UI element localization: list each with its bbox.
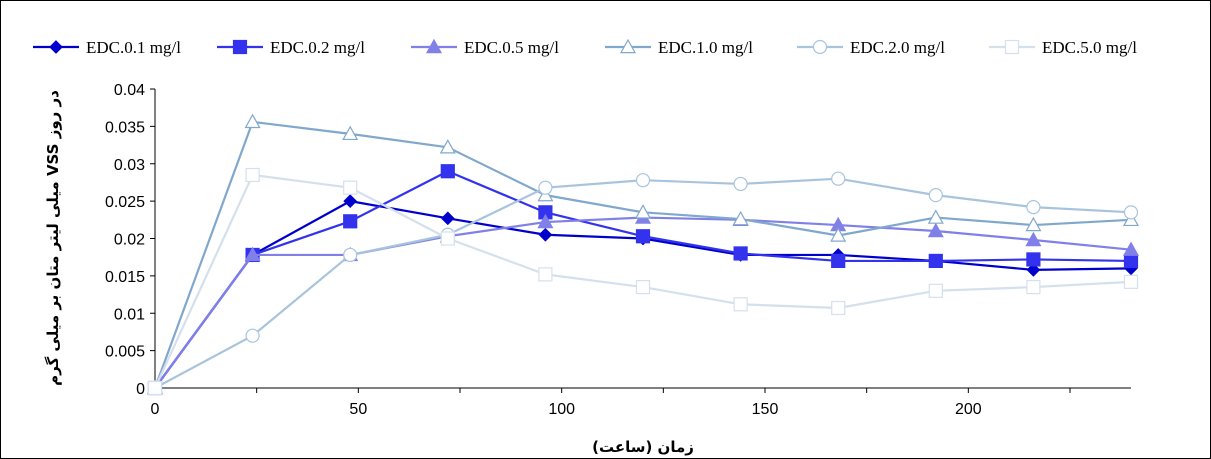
- data-point: [1026, 263, 1041, 277]
- data-point: [928, 188, 943, 203]
- data-point: [1025, 216, 1042, 232]
- legend-swatch-marker: [1004, 39, 1020, 55]
- legend-entry-1: EDC.0.1 mg/l: [33, 38, 181, 57]
- legend-label: EDC.0.2 mg/l: [270, 38, 365, 57]
- y-tick-label: 0.025: [105, 194, 145, 211]
- legend-entry-6: EDC.5.0 mg/l: [989, 38, 1137, 57]
- data-point: [343, 247, 358, 263]
- x-tick-label: 50: [349, 401, 367, 418]
- y-axis-label: میلی لیتر متان بر میلی گرم VSS در روز: [44, 90, 62, 386]
- data-point: [439, 139, 456, 154]
- legend-label: EDC.2.0 mg/l: [850, 38, 945, 57]
- legend-label: EDC.1.0 mg/l: [658, 38, 753, 57]
- data-point: [830, 227, 847, 242]
- data-point: [245, 167, 260, 183]
- legend: EDC.0.1 mg/l EDC.0.2 mg/l EDC.0.5 mg/l EDC.…: [33, 38, 1137, 57]
- data-point: [733, 246, 748, 261]
- data-point: [343, 214, 358, 229]
- y-tick-label: 0.02: [114, 232, 145, 249]
- data-point: [733, 176, 748, 192]
- legend-swatch-marker: [232, 39, 248, 55]
- data-point: [831, 253, 846, 269]
- data-point: [538, 267, 553, 282]
- data-point: [538, 180, 553, 195]
- data-point: [635, 173, 651, 188]
- legend-swatch-marker: [619, 38, 637, 54]
- data-point: [928, 253, 943, 269]
- data-point: [538, 227, 553, 242]
- legend-label: EDC.5.0 mg/l: [1042, 38, 1137, 57]
- x-tick-label: 0: [151, 401, 160, 418]
- data-point: [147, 380, 163, 396]
- data-point: [831, 300, 846, 316]
- data-point: [1025, 231, 1042, 247]
- y-tick-label: 0.04: [114, 82, 145, 99]
- data-point: [244, 113, 261, 129]
- x-tick-label: 100: [548, 401, 575, 418]
- data-point: [440, 231, 455, 246]
- series-4: [146, 113, 1140, 395]
- data-point: [537, 213, 554, 229]
- data-point: [634, 204, 652, 219]
- data-point: [928, 283, 943, 298]
- data-point: [635, 279, 651, 295]
- data-point: [244, 246, 261, 262]
- data-point: [1026, 200, 1041, 215]
- data-point: [440, 211, 455, 226]
- data-point: [1026, 252, 1041, 267]
- data-point: [1026, 279, 1041, 295]
- series-group: [146, 113, 1140, 396]
- axes: 0 0.005 0.01 0.015 0.02 0.025 0.03 0.035 0.04 0 50…: [105, 82, 1131, 418]
- y-tick-label: 0.035: [105, 119, 145, 136]
- data-point: [733, 297, 748, 312]
- legend-entry-3: EDC.0.5 mg/l: [411, 38, 559, 57]
- data-point: [927, 222, 944, 238]
- data-point: [635, 229, 651, 244]
- data-point: [1122, 241, 1140, 256]
- legend-entry-5: EDC.2.0 mg/l: [797, 38, 945, 57]
- series-6: [147, 167, 1139, 396]
- y-tick-label: 0.005: [105, 344, 145, 361]
- x-tick-label: 200: [955, 401, 982, 418]
- x-axis-label: زمان (ساعت): [592, 438, 694, 456]
- data-point: [1123, 274, 1139, 289]
- data-point: [342, 125, 359, 141]
- data-point: [343, 180, 358, 195]
- data-point: [1123, 253, 1139, 269]
- data-point: [440, 164, 455, 179]
- x-tick-label: 150: [752, 401, 779, 418]
- legend-label: EDC.0.5 mg/l: [464, 38, 559, 57]
- data-point: [245, 328, 260, 343]
- data-point: [343, 194, 358, 208]
- data-point: [1123, 205, 1139, 220]
- data-point: [927, 209, 944, 224]
- legend-swatch-marker: [812, 39, 828, 55]
- data-point: [732, 210, 749, 226]
- legend-entry-2: EDC.0.2 mg/l: [217, 38, 365, 57]
- legend-label: EDC.0.1 mg/l: [86, 38, 181, 57]
- legend-swatch-marker: [425, 38, 443, 54]
- y-tick-label: 0.01: [114, 306, 145, 323]
- y-tick-label: 0: [136, 381, 145, 398]
- y-tick-label: 0.015: [105, 269, 145, 286]
- data-point: [831, 171, 846, 186]
- legend-entry-4: EDC.1.0 mg/l: [605, 38, 753, 57]
- legend-swatch-marker: [49, 40, 63, 54]
- y-tick-label: 0.03: [114, 157, 145, 174]
